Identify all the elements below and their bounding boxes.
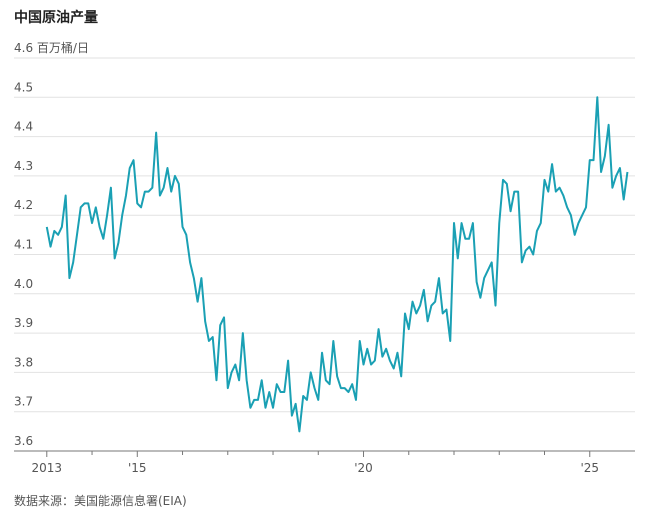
y-tick-label: 3.9: [14, 316, 33, 330]
y-tick-label: 4.6 百万桶/日: [14, 40, 89, 55]
source-note: 数据来源：美国能源信息署(EIA): [14, 493, 187, 508]
data-line: [45, 96, 629, 433]
y-tick-label: 3.7: [14, 395, 33, 409]
y-tick-label: 4.4: [14, 120, 33, 134]
chart-title: 中国原油产量: [14, 9, 98, 26]
y-tick-label: 3.6: [14, 434, 33, 448]
x-tick-label: '25: [580, 461, 599, 475]
y-tick-label: 4.0: [14, 277, 33, 291]
y-tick-label: 3.8: [14, 355, 33, 369]
y-tick-label: 4.2: [14, 198, 33, 212]
x-tick-label: '15: [128, 461, 147, 475]
x-tick-label: 2013: [32, 461, 63, 475]
y-tick-label: 4.3: [14, 159, 33, 173]
x-tick-label: '20: [354, 461, 373, 475]
y-tick-label: 4.5: [14, 80, 33, 94]
y-tick-label: 4.1: [14, 238, 33, 252]
